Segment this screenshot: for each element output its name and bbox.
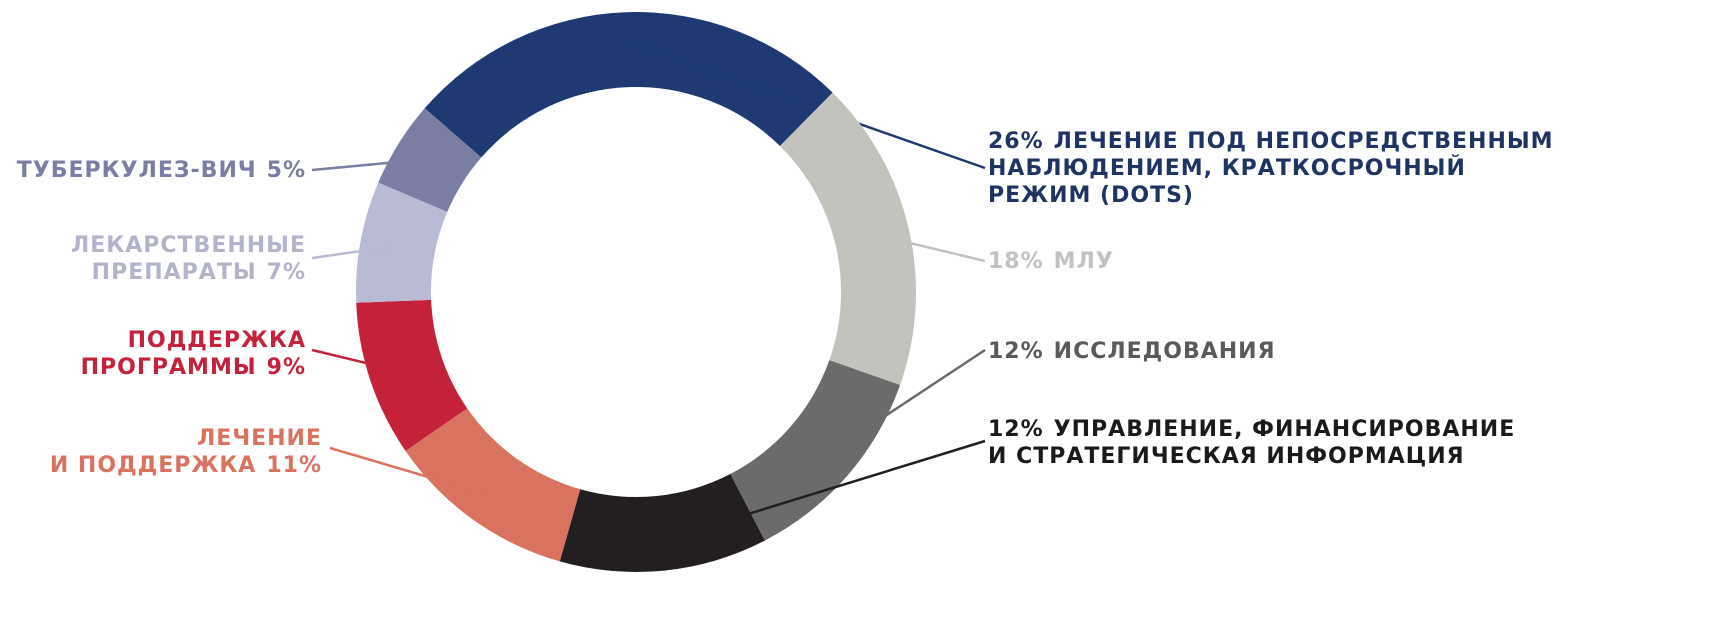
donut-segment bbox=[424, 12, 833, 158]
value-label: 11% bbox=[266, 453, 322, 478]
segment-label: 26% ЛЕЧЕНИЕ ПОД НЕПОСРЕДСТВЕННЫМ НАБЛЮДЕН… bbox=[988, 128, 1554, 209]
category-label: ЛЕЧЕНИЕ И ПОДДЕРЖКА bbox=[49, 426, 322, 478]
segment-label: ЛЕКАРСТВЕННЫЕ ПРЕПАРАТЫ 7% bbox=[71, 232, 306, 286]
donut-segment bbox=[730, 360, 901, 541]
category-label: УПРАВЛЕНИЕ, ФИНАНСИРОВАНИЕ И СТРАТЕГИЧЕС… bbox=[988, 417, 1516, 469]
segment-label: ЛЕЧЕНИЕ И ПОДДЕРЖКА 11% bbox=[50, 425, 322, 479]
donut-segment bbox=[779, 92, 916, 386]
donut-segment bbox=[356, 299, 468, 451]
category-label: ТУБЕРКУЛЕЗ-ВИЧ bbox=[16, 158, 257, 183]
segment-label: 12% УПРАВЛЕНИЕ, ФИНАНСИРОВАНИЕ И СТРАТЕГИ… bbox=[988, 416, 1515, 470]
segment-label: ПОДДЕРЖКА ПРОГРАММЫ 9% bbox=[81, 327, 306, 381]
value-label: 18% bbox=[988, 249, 1044, 274]
leader-line bbox=[823, 348, 986, 458]
category-label: ЛЕЧЕНИЕ ПОД НЕПОСРЕДСТВЕННЫМ НАБЛЮДЕНИЕМ… bbox=[988, 129, 1554, 208]
donut-segment bbox=[405, 408, 581, 562]
value-label: 12% bbox=[988, 417, 1044, 442]
category-label: МЛУ bbox=[1053, 249, 1114, 274]
segment-label: 18% МЛУ bbox=[988, 248, 1114, 275]
leader-line bbox=[311, 348, 400, 373]
donut-segment bbox=[378, 108, 482, 212]
value-label: 5% bbox=[266, 158, 306, 183]
value-label: 7% bbox=[266, 260, 306, 285]
leader-line bbox=[660, 439, 986, 542]
segment-label: ТУБЕРКУЛЕЗ-ВИЧ 5% bbox=[17, 157, 306, 184]
donut-segment bbox=[356, 182, 448, 303]
leader-line bbox=[311, 245, 391, 260]
category-label: ПОДДЕРЖКА ПРОГРАММЫ bbox=[80, 328, 306, 380]
value-label: 26% bbox=[988, 129, 1044, 154]
leader-line bbox=[879, 234, 986, 263]
segment-label: 12% ИССЛЕДОВАНИЯ bbox=[988, 338, 1276, 365]
leader-line bbox=[625, 41, 986, 170]
leader-line bbox=[329, 446, 491, 497]
category-label: ЛЕКАРСТВЕННЫЕ ПРЕПАРАТЫ bbox=[70, 233, 306, 285]
value-label: 12% bbox=[988, 339, 1044, 364]
donut-segment bbox=[559, 474, 765, 572]
value-label: 9% bbox=[266, 355, 306, 380]
category-label: ИССЛЕДОВАНИЯ bbox=[1053, 339, 1276, 364]
leader-line bbox=[311, 158, 425, 172]
